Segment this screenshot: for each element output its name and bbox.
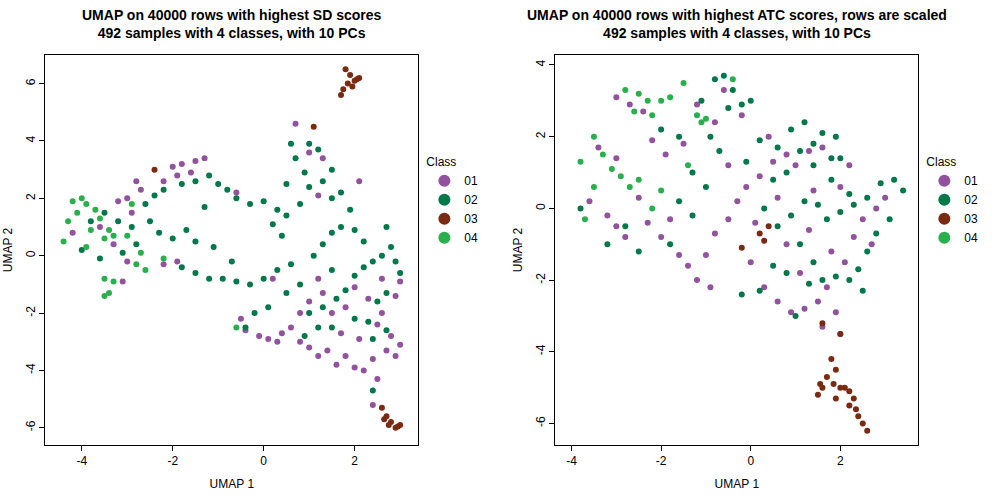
svg-text:-2: -2 <box>534 273 548 284</box>
svg-text:-2: -2 <box>24 306 38 317</box>
svg-text:04: 04 <box>464 231 478 245</box>
svg-text:2: 2 <box>24 193 38 200</box>
svg-text:UMAP on 40000 rows with highes: UMAP on 40000 rows with highest SD score… <box>82 7 381 41</box>
svg-text:0: 0 <box>260 454 267 468</box>
svg-text:0: 0 <box>534 203 548 210</box>
svg-text:2: 2 <box>837 454 844 468</box>
svg-text:-4: -4 <box>24 363 38 374</box>
svg-text:UMAP 2: UMAP 2 <box>1 227 15 272</box>
svg-text:02: 02 <box>464 193 478 207</box>
svg-text:0: 0 <box>24 250 38 257</box>
svg-text:-2: -2 <box>656 454 667 468</box>
svg-text:4: 4 <box>534 60 548 67</box>
svg-text:01: 01 <box>964 174 978 188</box>
svg-text:-2: -2 <box>167 454 178 468</box>
svg-text:2: 2 <box>534 131 548 138</box>
svg-text:Class: Class <box>926 155 956 169</box>
svg-text:03: 03 <box>464 212 478 226</box>
svg-text:-4: -4 <box>534 344 548 355</box>
svg-text:-6: -6 <box>534 416 548 427</box>
svg-text:-4: -4 <box>566 454 577 468</box>
svg-text:4: 4 <box>24 136 38 143</box>
svg-text:01: 01 <box>464 174 478 188</box>
svg-text:2: 2 <box>351 454 358 468</box>
svg-text:UMAP on 40000 rows with highes: UMAP on 40000 rows with highest ATC scor… <box>527 7 947 41</box>
svg-text:03: 03 <box>964 212 978 226</box>
svg-text:-6: -6 <box>24 420 38 431</box>
svg-text:02: 02 <box>964 193 978 207</box>
svg-text:0: 0 <box>747 454 754 468</box>
svg-text:6: 6 <box>24 78 38 85</box>
svg-text:04: 04 <box>964 231 978 245</box>
svg-text:UMAP 1: UMAP 1 <box>210 477 255 491</box>
svg-text:UMAP 2: UMAP 2 <box>511 227 525 272</box>
svg-text:Class: Class <box>426 155 456 169</box>
svg-text:UMAP 1: UMAP 1 <box>715 477 760 491</box>
svg-text:-4: -4 <box>76 454 87 468</box>
